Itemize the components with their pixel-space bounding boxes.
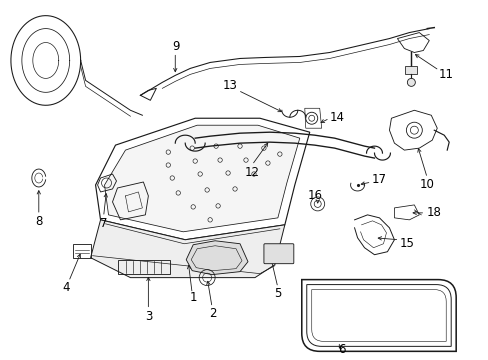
Text: 17: 17: [371, 172, 386, 185]
Text: 15: 15: [399, 237, 414, 250]
Text: 8: 8: [35, 215, 42, 228]
Text: 13: 13: [222, 79, 237, 92]
Text: 11: 11: [438, 68, 453, 81]
Text: 5: 5: [274, 287, 281, 300]
FancyBboxPatch shape: [264, 244, 293, 264]
Polygon shape: [90, 220, 285, 278]
Text: 4: 4: [62, 281, 69, 294]
Text: 2: 2: [209, 307, 217, 320]
Text: 12: 12: [244, 166, 259, 179]
Text: 14: 14: [329, 111, 345, 124]
Circle shape: [407, 78, 414, 86]
FancyBboxPatch shape: [405, 67, 416, 75]
Text: 10: 10: [419, 179, 434, 192]
Polygon shape: [186, 241, 247, 275]
Polygon shape: [104, 125, 299, 232]
Text: 9: 9: [172, 40, 180, 53]
Text: 6: 6: [337, 343, 345, 356]
Text: 3: 3: [144, 310, 152, 323]
Text: 16: 16: [306, 189, 322, 202]
Text: 18: 18: [426, 206, 441, 219]
Text: 1: 1: [189, 291, 197, 304]
Text: 7: 7: [100, 217, 107, 230]
